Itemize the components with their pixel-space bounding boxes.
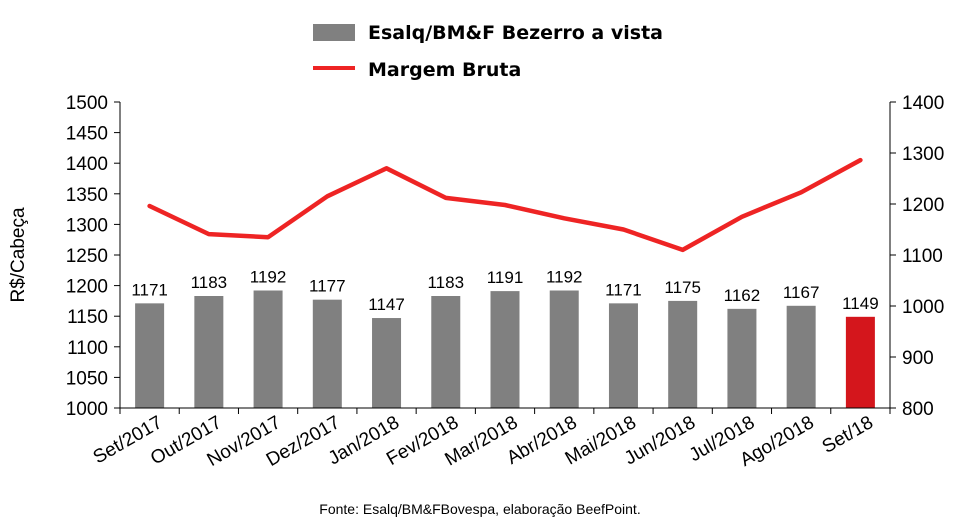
left-tick-label: 1300 (66, 215, 108, 236)
left-tick-label: 1100 (67, 338, 108, 359)
bar-data-label: 1192 (546, 267, 583, 286)
legend-label-line: Margem Bruta (368, 59, 521, 81)
right-tick-label: 1400 (902, 93, 944, 114)
left-tick-label: 1150 (67, 307, 108, 328)
bar-data-label: 1167 (783, 283, 820, 302)
left-tick-label: 1350 (66, 185, 108, 206)
bar (549, 290, 579, 408)
bar-data-label: 1183 (191, 273, 228, 292)
bar (253, 290, 283, 408)
bar-data-label: 1149 (842, 294, 879, 313)
left-axis: 1000 1050 1100 1150 1200 1250 1300 1350 1400 1450… (66, 93, 121, 420)
right-tick-label: 1000 (902, 297, 944, 318)
right-axis: 800 900 1000 1100 1200 1300 1400 (889, 93, 944, 420)
bar (372, 318, 402, 408)
bar-data-label: 1171 (131, 280, 168, 299)
legend-swatch-line (313, 66, 355, 70)
bar (845, 316, 875, 408)
right-tick-label: 1200 (902, 195, 944, 216)
x-category-label: Set/18 (819, 412, 877, 458)
bar (668, 300, 698, 408)
bar (194, 296, 224, 408)
legend-label-bar: Esalq/BM&F Bezerro a vista (368, 22, 663, 44)
legend-swatch-bar (313, 24, 355, 41)
right-tick-label: 1300 (902, 144, 944, 165)
right-tick-label: 800 (902, 399, 934, 420)
bar (786, 305, 816, 408)
bar-data-label: 1175 (664, 278, 701, 297)
bar-series (135, 290, 875, 408)
left-tick-label: 1200 (66, 277, 108, 298)
left-tick-label: 1050 (66, 368, 108, 389)
bar (135, 303, 165, 408)
right-tick-label: 1100 (902, 246, 943, 267)
margem-bruta-line (147, 157, 863, 253)
left-tick-label: 1250 (66, 246, 108, 267)
bar-data-label: 1183 (427, 273, 464, 292)
bar-data-label: 1147 (368, 295, 405, 314)
left-tick-label: 1000 (66, 399, 108, 420)
bar-data-label: 1177 (309, 277, 346, 296)
source-note: Fonte: Esalq/BM&FBovespa, elaboração Bee… (319, 501, 640, 517)
left-tick-label: 1450 (66, 124, 108, 145)
bar (608, 303, 638, 408)
bar (490, 291, 520, 408)
x-axis: Set/2017Out/2017Nov/2017Dez/2017Jan/2018… (90, 407, 891, 471)
bar (431, 296, 461, 408)
right-tick-label: 900 (902, 348, 934, 369)
y-axis-label: R$/Cabeça (8, 207, 29, 302)
legend: Esalq/BM&F Bezerro a vista Margem Bruta (313, 22, 663, 81)
bar (727, 308, 757, 408)
bar-data-label: 1162 (724, 286, 761, 305)
left-tick-label: 1500 (66, 93, 108, 114)
line-series (147, 157, 863, 253)
bar-data-labels: 1171 1183 1192 1177 1147 1183 1191 1192 1171 1175… (131, 267, 878, 314)
bar-data-label: 1192 (250, 267, 287, 286)
bar-data-label: 1191 (487, 268, 524, 287)
left-tick-label: 1400 (66, 154, 108, 175)
bar-data-label: 1171 (605, 280, 642, 299)
bar (312, 299, 342, 408)
